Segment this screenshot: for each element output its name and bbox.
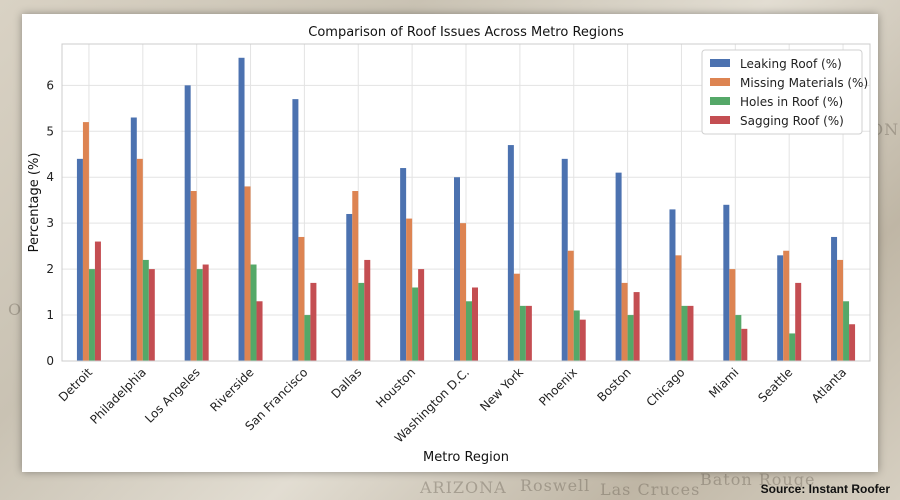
legend-label: Holes in Roof (%): [740, 95, 843, 109]
bar-2: [621, 282, 628, 361]
bar-4: [687, 305, 694, 361]
x-tick-label: Los Angeles: [142, 365, 203, 426]
bar-4: [148, 269, 155, 361]
bar-4: [472, 287, 478, 361]
bar-4: [633, 292, 640, 361]
bar-2: [190, 191, 197, 361]
legend-swatch: [710, 59, 730, 67]
bar-3: [843, 301, 850, 361]
bar-4: [849, 324, 856, 361]
bar-2: [783, 250, 790, 361]
bar-3: [466, 301, 472, 361]
bar-3: [627, 315, 634, 361]
bar-2: [298, 236, 305, 361]
bar-1: [723, 204, 730, 361]
bar-4: [418, 269, 425, 361]
plot-frame: [61, 43, 871, 362]
x-tick-label: Detroit: [56, 365, 95, 404]
y-tick-label: 2: [46, 262, 54, 276]
x-tick-label: Houston: [373, 365, 418, 410]
bar-3: [88, 269, 95, 361]
x-tick-label: Chicago: [644, 365, 688, 409]
x-axis-label: Metro Region: [423, 450, 509, 465]
bar-1: [615, 172, 622, 361]
source-credit: Source: Instant Roofer: [760, 482, 890, 496]
legend-label: Sagging Roof (%): [740, 114, 844, 128]
x-tick-label: Boston: [594, 365, 633, 404]
bar-3: [250, 264, 257, 361]
y-tick-label: 0: [46, 354, 54, 368]
x-tick-label: Dallas: [328, 365, 364, 401]
bar-4: [795, 282, 802, 361]
bar-1: [777, 255, 784, 361]
bar-4: [202, 264, 209, 361]
bar-3: [789, 333, 796, 361]
bar-2: [244, 186, 251, 361]
bar-2: [460, 223, 466, 361]
bar-1: [292, 99, 299, 361]
chart-title: Comparison of Roof Issues Across Metro R…: [308, 25, 624, 40]
x-tick-label: Miami: [706, 365, 741, 400]
bar-1: [561, 158, 568, 361]
bar-4: [579, 319, 586, 361]
bar-1: [400, 168, 407, 361]
y-tick-label: 6: [46, 78, 54, 92]
bar-4: [525, 305, 532, 361]
bar-1: [130, 117, 137, 361]
bar-2: [406, 218, 413, 361]
bar-2: [837, 259, 844, 361]
bar-2: [675, 255, 682, 361]
bar-3: [735, 315, 742, 361]
bar-1: [831, 236, 838, 361]
x-tick-label: Atlanta: [809, 365, 849, 405]
bar-3: [573, 310, 580, 361]
bar-1: [669, 209, 676, 361]
bar-1: [184, 85, 191, 361]
legend-box: [701, 49, 863, 135]
x-tick-label: New York: [477, 365, 526, 414]
x-tick-label: Seattle: [755, 365, 795, 405]
bar-3: [358, 282, 365, 361]
bar-2: [136, 158, 143, 361]
legend-swatch: [710, 97, 730, 105]
bar-3: [196, 269, 203, 361]
bar-3: [304, 315, 311, 361]
bar-3: [681, 305, 688, 361]
bar-1: [76, 158, 83, 361]
bar-2: [352, 191, 359, 361]
bar-2: [513, 273, 520, 361]
y-tick-label: 5: [46, 124, 54, 138]
y-axis-label: Percentage (%): [27, 153, 42, 253]
chart-card: 0 1 2 3 4 5 6 Detroit Philadelphia Los Angeles Riv…: [22, 14, 878, 472]
bar-3: [412, 287, 419, 361]
y-tick-label: 1: [46, 308, 54, 322]
y-tick-label: 3: [46, 216, 54, 230]
x-tick-label: Riverside: [207, 365, 256, 414]
bar-1: [238, 57, 245, 362]
bar-1: [507, 145, 514, 361]
bar-3: [142, 259, 149, 361]
bar-2: [82, 122, 89, 362]
legend-swatch: [710, 78, 730, 86]
x-tick-label: Phoenix: [536, 365, 580, 409]
bar-4: [741, 328, 748, 361]
bar-4: [256, 301, 263, 361]
legend-label: Missing Materials (%): [740, 76, 868, 90]
bar-4: [364, 259, 371, 361]
bar-2: [729, 269, 736, 361]
bar-4: [310, 282, 317, 361]
y-tick-label: 4: [46, 170, 54, 184]
legend-swatch: [710, 116, 730, 124]
bar-1: [454, 177, 460, 361]
legend-label: Leaking Roof (%): [740, 57, 842, 71]
bar-2: [567, 250, 574, 361]
bar-3: [519, 305, 526, 361]
x-tick-label: Philadelphia: [87, 365, 149, 427]
bar-4: [94, 241, 101, 361]
bar-1: [346, 213, 353, 361]
